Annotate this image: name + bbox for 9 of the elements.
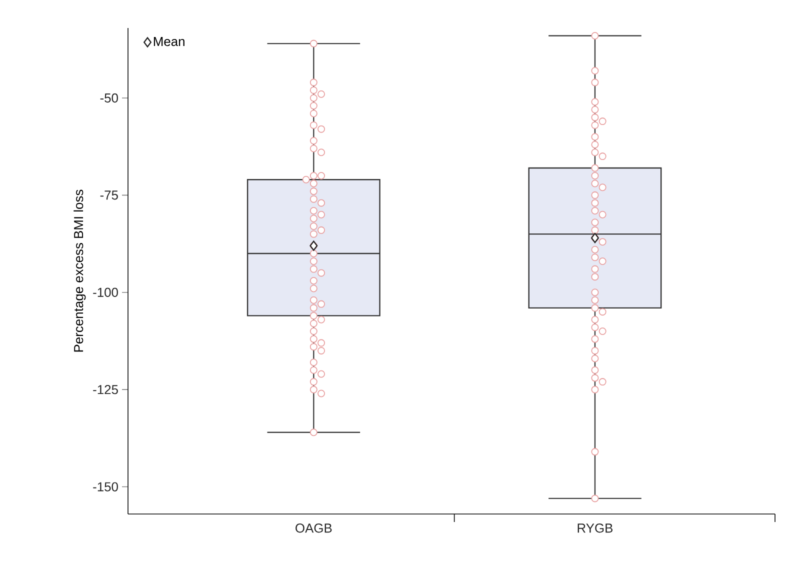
x-tick-label: RYGB — [578, 524, 613, 533]
y-tick-label: -50 — [100, 93, 118, 103]
y-tick-label: -75 — [100, 190, 118, 200]
legend-label: Mean — [154, 37, 184, 46]
y-tick-label: -150 — [93, 482, 118, 492]
x-tick-label: OAGB — [296, 524, 332, 533]
y-tick-label: -100 — [93, 288, 118, 297]
y-axis-title: Percentage excess BMI loss — [74, 190, 86, 352]
y-tick-label: -125 — [93, 384, 118, 394]
